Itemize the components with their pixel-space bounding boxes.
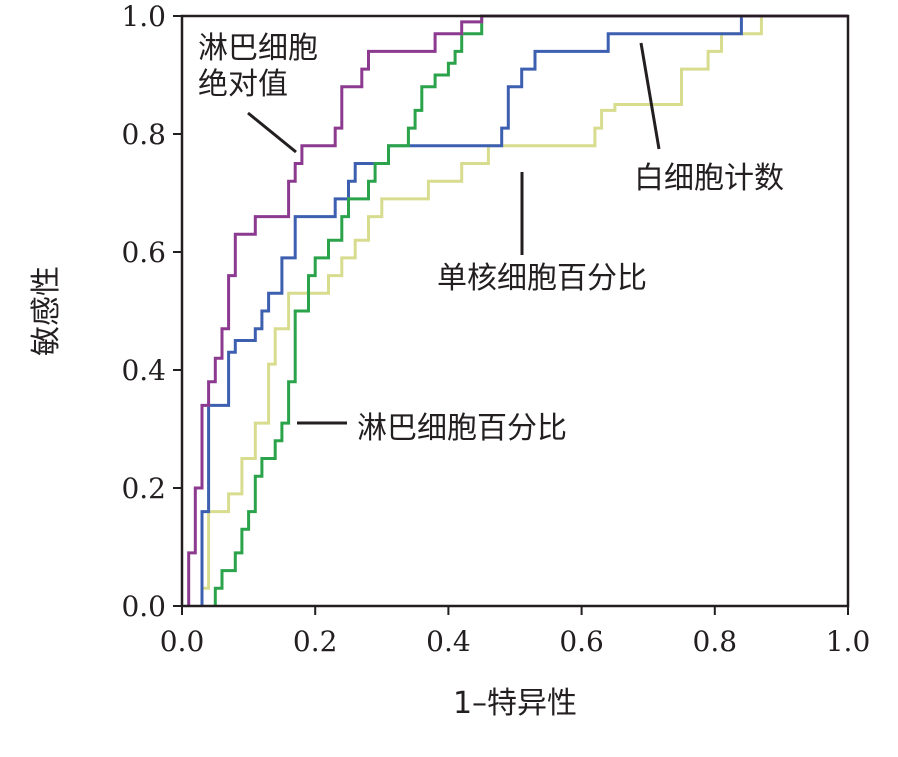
y-tick-label: 0.0 (121, 590, 166, 623)
curve-annotation: 白细胞计数 (634, 161, 784, 196)
plot-frame (180, 14, 850, 608)
x-tick-label: 0.8 (693, 625, 738, 658)
x-tick-label: 0.2 (293, 625, 338, 658)
y-tick-label: 0.8 (121, 118, 166, 151)
x-axis-title: 1–特异性 (453, 686, 577, 721)
roc-curve (187, 14, 848, 606)
roc-curve (200, 14, 848, 606)
y-tick-label: 0.2 (121, 472, 166, 505)
x-tick-label: 0.0 (160, 625, 205, 658)
curve-annotation: 淋巴细胞百分比 (357, 411, 567, 446)
curve-annotation: 单核细胞百分比 (437, 261, 647, 296)
y-tick-label: 1.0 (121, 0, 166, 33)
curve-annotation: 绝对值 (198, 67, 288, 102)
curve-annotation: 淋巴细胞 (198, 31, 318, 66)
axis-ticks: 0.0 0.2 0.4 0.6 0.8 1.0 0.0 0.2 0.4 0.6 0.8 1.0 (121, 0, 870, 658)
roc-curve (200, 14, 848, 606)
x-tick-label: 1.0 (826, 625, 871, 658)
x-tick-label: 0.4 (426, 625, 471, 658)
y-axis-title: 敏感性 (29, 266, 64, 356)
x-tick-label: 0.6 (559, 625, 604, 658)
annotation-leader-line (247, 111, 297, 154)
y-tick-label: 0.6 (121, 236, 166, 269)
annotation-leader-line (639, 42, 661, 150)
y-tick-label: 0.4 (121, 354, 166, 387)
annotation-leaders (247, 42, 661, 425)
roc-curve (213, 14, 848, 606)
roc-curve-halo (213, 14, 848, 606)
roc-curves (187, 14, 848, 606)
